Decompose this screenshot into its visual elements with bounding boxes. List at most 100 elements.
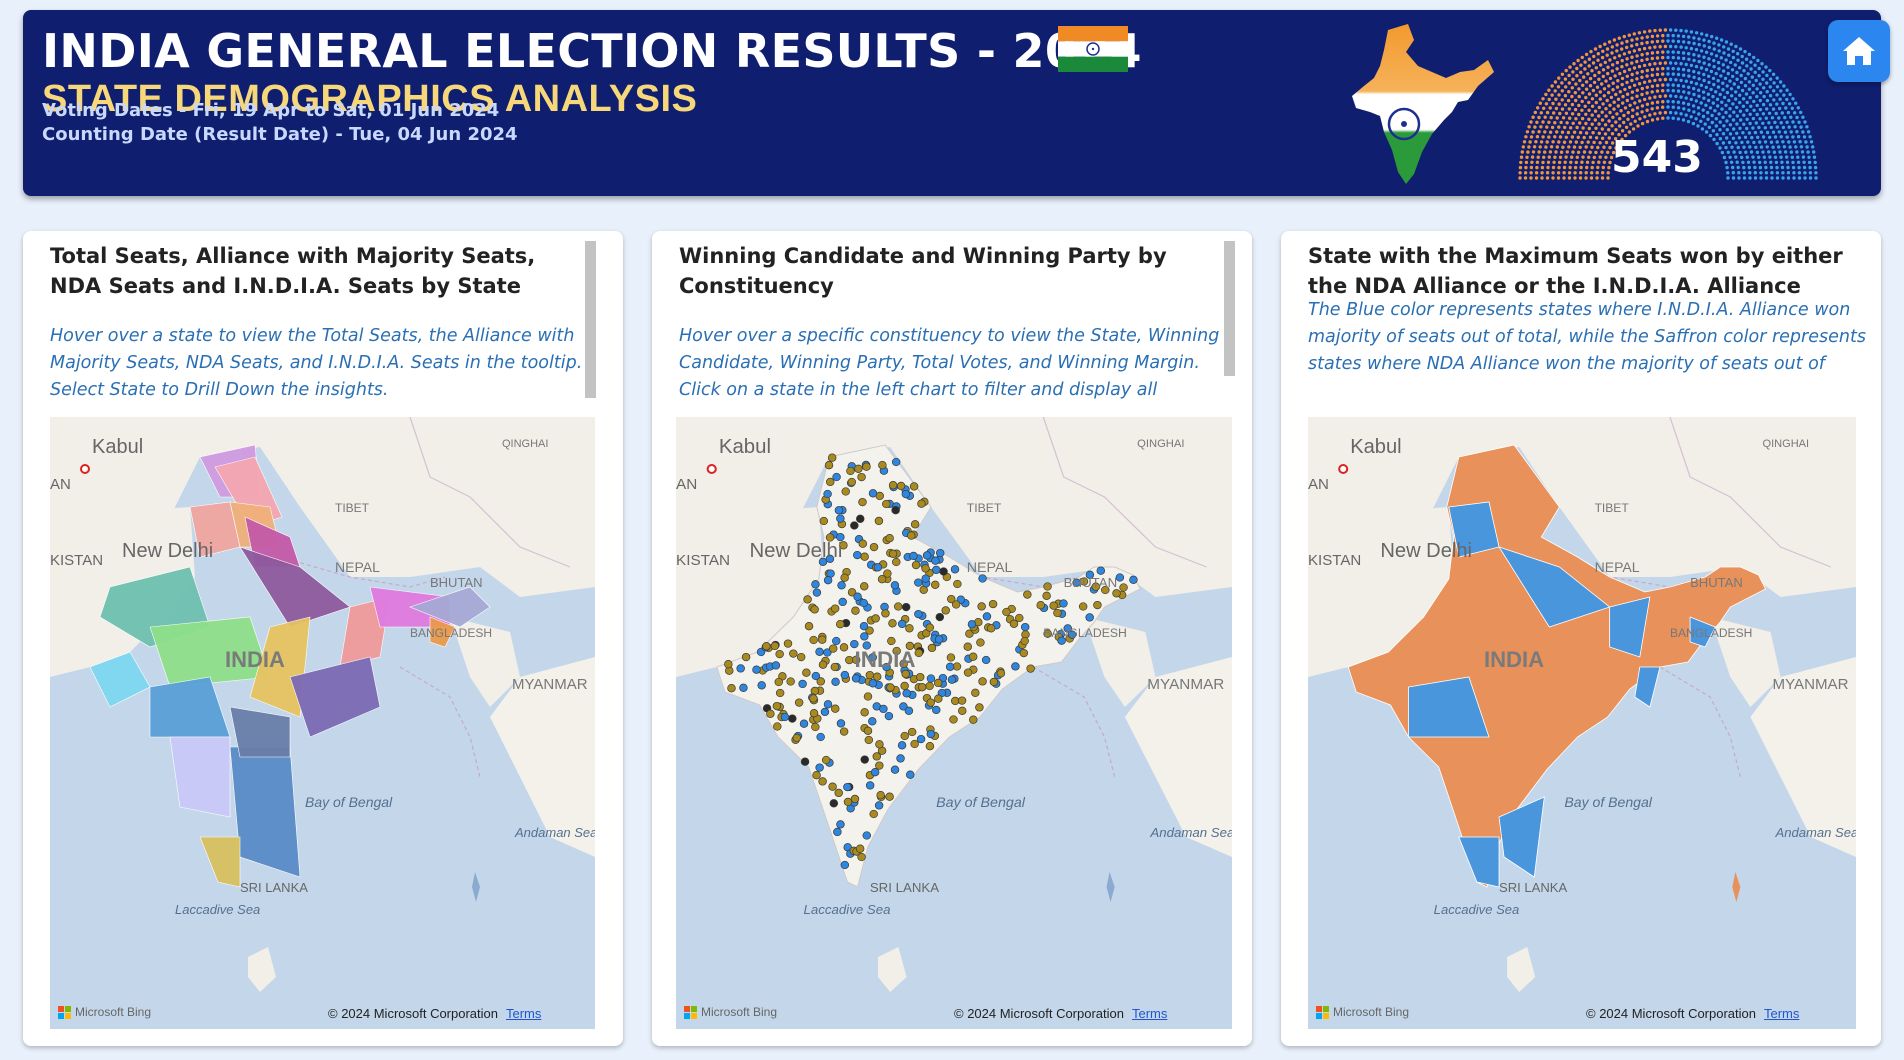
seat-dot — [1712, 65, 1716, 69]
constituency-dot — [921, 574, 930, 583]
terms-link[interactable]: Terms — [506, 1006, 542, 1021]
constituency-dot — [934, 635, 944, 644]
seat-dot — [1604, 155, 1608, 159]
constituency-dot — [818, 557, 828, 566]
constituency-dot — [933, 678, 943, 688]
constituency-dot — [821, 755, 831, 765]
seat-dot — [1676, 72, 1681, 77]
seat-dot — [1694, 31, 1699, 35]
seat-dot — [1533, 125, 1537, 129]
seat-dot — [1635, 106, 1640, 110]
seat-dot — [1781, 176, 1785, 180]
seat-dot — [1770, 116, 1775, 120]
constituency-dot — [977, 602, 986, 611]
seat-dot — [1548, 106, 1552, 110]
scrollbar-thumb[interactable] — [1224, 241, 1235, 376]
constituency-dot — [1059, 599, 1068, 608]
seat-dot — [1623, 133, 1628, 138]
seat-dot — [1594, 100, 1598, 105]
seat-dot — [1569, 126, 1573, 130]
seat-dot — [1716, 79, 1720, 83]
seat-dot — [1668, 28, 1673, 32]
seat-dot — [1794, 145, 1798, 149]
seat-dot — [1586, 140, 1590, 144]
constituency-dot — [869, 809, 878, 819]
seat-dot — [1661, 105, 1665, 109]
seat-dot — [1808, 176, 1813, 180]
constituency-dot — [799, 719, 809, 728]
seat-dot — [1758, 140, 1762, 144]
seat-dot — [1792, 176, 1796, 180]
seat-dot — [1627, 33, 1631, 37]
constituency-dot — [860, 708, 869, 717]
seat-dot — [1734, 155, 1738, 159]
constituency-map[interactable]: Kabul QINGHAI TIBET AN KISTAN New Delhi NEPAL B… — [676, 417, 1232, 1029]
seat-dot — [1557, 125, 1561, 129]
seat-dot — [1799, 145, 1804, 149]
map-label: KISTAN — [1308, 552, 1361, 569]
seat-dot — [1584, 131, 1589, 135]
seat-dot — [1625, 39, 1629, 44]
seat-dot — [1771, 107, 1776, 111]
seat-dot — [1773, 120, 1777, 125]
seat-dot — [1655, 39, 1660, 44]
seat-dot — [1547, 135, 1551, 139]
seat-dot — [1608, 103, 1612, 108]
seat-dot — [1611, 150, 1616, 155]
seat-dot — [1716, 85, 1721, 89]
seat-dot — [1793, 125, 1797, 129]
seat-dot — [1710, 34, 1714, 39]
seat-dot — [1642, 63, 1647, 68]
constituency-dot — [885, 792, 894, 801]
terms-link[interactable]: Terms — [1764, 1006, 1800, 1021]
scrollbar-thumb[interactable] — [585, 241, 596, 398]
seat-dot — [1567, 171, 1572, 175]
seat-dot — [1627, 50, 1632, 54]
seat-dot — [1682, 107, 1686, 111]
state-seats-map[interactable]: Kabul QINGHAI TIBET AN KISTAN New Delhi NEPAL B… — [50, 417, 595, 1029]
seat-dot — [1689, 30, 1694, 34]
seat-dot — [1600, 110, 1604, 114]
seat-dot — [1640, 69, 1644, 74]
constituency-dot — [922, 551, 932, 560]
seat-dot — [1621, 101, 1625, 105]
seat-dot — [1738, 126, 1742, 130]
seat-dot — [1747, 131, 1752, 135]
seat-dot — [1552, 111, 1556, 115]
seat-dot — [1721, 63, 1725, 67]
home-button[interactable] — [1828, 20, 1890, 82]
seat-dot — [1747, 52, 1752, 57]
seat-dot — [1676, 117, 1681, 121]
constituency-dot — [868, 489, 878, 498]
seat-dot — [1583, 67, 1587, 71]
seat-dot — [1631, 127, 1636, 131]
card-state-seats: Total Seats, Alliance with Majority Seat… — [23, 231, 623, 1046]
seat-dot — [1650, 101, 1655, 105]
constituency-dot — [947, 675, 957, 684]
seat-dot — [1749, 60, 1753, 64]
seat-dot — [1717, 43, 1721, 47]
seat-dot — [1767, 111, 1772, 116]
seat-dot — [1611, 63, 1615, 67]
map-label: MYANMAR — [512, 676, 588, 693]
seat-dot — [1714, 117, 1718, 121]
seat-dot — [1603, 132, 1608, 136]
seat-dot — [1526, 150, 1530, 154]
seat-dot — [1553, 121, 1557, 125]
seat-dot — [1763, 140, 1768, 144]
seat-dot — [1714, 90, 1718, 94]
terms-link[interactable]: Terms — [1132, 1006, 1168, 1021]
constituency-dot — [1078, 602, 1088, 611]
seat-dot — [1553, 135, 1557, 139]
seat-dot — [1707, 39, 1711, 44]
map-label: SRI LANKA — [870, 880, 939, 895]
seat-dot — [1812, 150, 1816, 154]
constituency-dot — [1079, 577, 1089, 586]
seat-dot — [1589, 176, 1594, 180]
seat-dot — [1775, 76, 1779, 80]
seat-dot — [1769, 160, 1773, 164]
seat-dot — [1567, 90, 1571, 94]
alliance-majority-map[interactable]: Kabul QINGHAI TIBET AN KISTAN New Delhi NEPAL B… — [1308, 417, 1856, 1029]
seat-dot — [1694, 99, 1698, 103]
seat-dot — [1777, 106, 1782, 111]
